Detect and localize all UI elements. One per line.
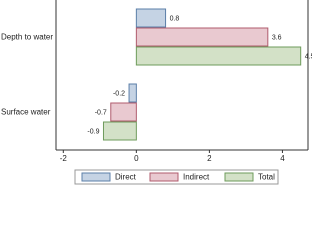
value-label: -0.7 (95, 109, 107, 116)
value-label: -0.2 (113, 90, 125, 97)
bar (135, 46, 302, 66)
value-label: -0.9 (87, 128, 99, 135)
value-label: 3.6 (272, 34, 282, 41)
legend-label: Indirect (183, 173, 210, 182)
category-label: Depth to water (1, 33, 53, 42)
legend-swatch (81, 172, 111, 182)
bar (135, 8, 167, 28)
value-label: 0.8 (170, 15, 180, 22)
chart: -2 0 2 4 Depth to water 0.8 3.6 4.5 Surface wate… (1, 0, 312, 185)
legend-swatch (224, 172, 254, 182)
bar (110, 102, 137, 122)
bar (102, 121, 137, 141)
legend-swatch (149, 172, 179, 182)
x-tick-label: 4 (280, 154, 285, 163)
legend-label: Total (258, 173, 275, 182)
x-tick-label: 0 (134, 154, 139, 163)
bar (135, 27, 269, 47)
bar (128, 83, 137, 103)
legend-label: Direct (115, 173, 137, 182)
x-tick-label: -2 (60, 154, 68, 163)
x-tick-label: 2 (207, 154, 212, 163)
category-label: Surface water (1, 108, 51, 117)
value-label: 4.5 (305, 53, 312, 60)
